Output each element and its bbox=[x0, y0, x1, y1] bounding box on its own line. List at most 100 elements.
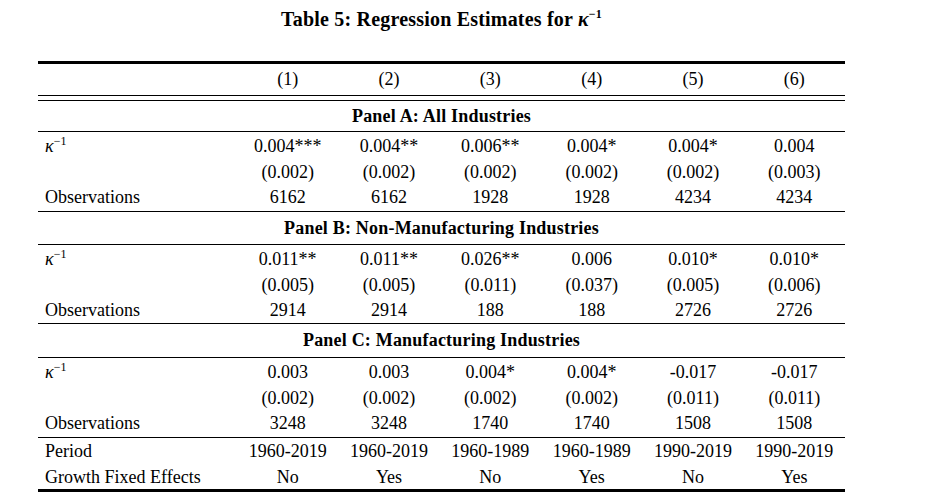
observations-cell: 1740 bbox=[440, 413, 541, 434]
observations-cell: 1928 bbox=[440, 187, 541, 208]
caption-text: Table 5: Regression Estimates for bbox=[281, 8, 578, 30]
observations-cell: 3248 bbox=[237, 413, 338, 434]
period-cell: 1960-1989 bbox=[541, 441, 642, 462]
period-cell: 1960-2019 bbox=[237, 441, 338, 462]
column-header-2: (2) bbox=[338, 69, 439, 90]
coefficient-cell: 0.006** bbox=[440, 136, 541, 157]
observations-cell: 4234 bbox=[744, 187, 845, 208]
stderr-cell: (0.002) bbox=[440, 162, 541, 183]
rule-bottom bbox=[38, 489, 845, 492]
panel-b-observations-row: Observations 2914 2914 188 188 2726 2726 bbox=[38, 297, 845, 323]
panel-b-title: Panel B: Non-Manufacturing Industries bbox=[38, 212, 845, 244]
observations-cell: 6162 bbox=[237, 187, 338, 208]
column-header-5: (5) bbox=[642, 69, 743, 90]
observations-cell: 6162 bbox=[338, 187, 439, 208]
observations-cell: 4234 bbox=[642, 187, 743, 208]
coefficient-cell: 0.003 bbox=[338, 362, 439, 383]
coefficient-cell: 0.010* bbox=[744, 249, 845, 270]
caption-kappa-symbol: κ bbox=[578, 8, 589, 30]
observations-cell: 3248 bbox=[338, 413, 439, 434]
coefficient-cell: 0.010* bbox=[642, 249, 743, 270]
stderr-cell: (0.011) bbox=[744, 388, 845, 409]
observations-cell: 188 bbox=[440, 300, 541, 321]
stderr-cell: (0.002) bbox=[541, 388, 642, 409]
panel-c-observations-row: Observations 3248 3248 1740 1740 1508 15… bbox=[38, 410, 845, 437]
growth-fixed-effects-cell: Yes bbox=[744, 467, 845, 488]
growth-fixed-effects-row: Growth Fixed Effects No Yes No Yes No Ye… bbox=[38, 465, 845, 489]
growth-fixed-effects-cell: No bbox=[237, 467, 338, 488]
panel-a-stderr-row: (0.002) (0.002) (0.002) (0.002) (0.002) … bbox=[38, 160, 845, 184]
observations-cell: 1928 bbox=[541, 187, 642, 208]
kappa-row-label: κ−1 bbox=[38, 136, 237, 157]
regression-table: (1) (2) (3) (4) (5) (6) Panel A: All Ind… bbox=[38, 61, 845, 492]
coefficient-cell: 0.003 bbox=[237, 362, 338, 383]
column-header-3: (3) bbox=[440, 69, 541, 90]
coefficient-cell: 0.011** bbox=[237, 249, 338, 270]
growth-fixed-effects-cell: No bbox=[440, 467, 541, 488]
panel-a-coefficient-row: κ−1 0.004*** 0.004** 0.006** 0.004* 0.00… bbox=[38, 132, 845, 160]
stderr-cell: (0.006) bbox=[744, 275, 845, 296]
observations-row-label: Observations bbox=[38, 300, 237, 321]
stderr-cell: (0.003) bbox=[744, 162, 845, 183]
kappa-symbol: κ bbox=[45, 362, 54, 382]
coefficient-cell: 0.004* bbox=[541, 362, 642, 383]
panel-c-stderr-row: (0.002) (0.002) (0.002) (0.002) (0.011) … bbox=[38, 386, 845, 410]
stderr-cell: (0.002) bbox=[338, 162, 439, 183]
panel-c-title: Panel C: Manufacturing Industries bbox=[38, 324, 845, 357]
table-caption: Table 5: Regression Estimates for κ−1 bbox=[38, 8, 845, 31]
observations-cell: 2914 bbox=[338, 300, 439, 321]
coefficient-cell: 0.004 bbox=[744, 136, 845, 157]
coefficient-cell: 0.026** bbox=[440, 249, 541, 270]
kappa-exponent: −1 bbox=[54, 134, 67, 148]
stderr-cell: (0.005) bbox=[338, 275, 439, 296]
column-header-1: (1) bbox=[237, 69, 338, 90]
observations-cell: 2726 bbox=[642, 300, 743, 321]
observations-row-label: Observations bbox=[38, 187, 237, 208]
column-header-6: (6) bbox=[744, 69, 845, 90]
paper-page: Table 5: Regression Estimates for κ−1 (1… bbox=[0, 0, 925, 500]
coefficient-cell: 0.004* bbox=[541, 136, 642, 157]
growth-fixed-effects-cell: Yes bbox=[541, 467, 642, 488]
observations-cell: 2914 bbox=[237, 300, 338, 321]
period-row: Period 1960-2019 1960-2019 1960-1989 196… bbox=[38, 438, 845, 465]
panel-a-title: Panel A: All Industries bbox=[38, 101, 845, 131]
period-cell: 1960-2019 bbox=[338, 441, 439, 462]
growth-fixed-effects-cell: No bbox=[642, 467, 743, 488]
observations-cell: 1740 bbox=[541, 413, 642, 434]
observations-cell: 2726 bbox=[744, 300, 845, 321]
observations-cell: 188 bbox=[541, 300, 642, 321]
growth-fixed-effects-row-label: Growth Fixed Effects bbox=[38, 467, 237, 488]
column-header-4: (4) bbox=[541, 69, 642, 90]
growth-fixed-effects-cell: Yes bbox=[338, 467, 439, 488]
period-row-label: Period bbox=[38, 441, 237, 462]
stderr-cell: (0.005) bbox=[237, 275, 338, 296]
stderr-cell: (0.002) bbox=[541, 162, 642, 183]
panel-b-stderr-row: (0.005) (0.005) (0.011) (0.037) (0.005) … bbox=[38, 273, 845, 297]
stderr-cell: (0.002) bbox=[642, 162, 743, 183]
kappa-exponent: −1 bbox=[54, 360, 67, 374]
caption-kappa-exponent: −1 bbox=[589, 7, 602, 21]
period-cell: 1990-2019 bbox=[642, 441, 743, 462]
stderr-cell: (0.002) bbox=[338, 388, 439, 409]
stderr-cell: (0.011) bbox=[642, 388, 743, 409]
period-cell: 1990-2019 bbox=[744, 441, 845, 462]
coefficient-cell: 0.011** bbox=[338, 249, 439, 270]
kappa-row-label: κ−1 bbox=[38, 249, 237, 270]
stderr-cell: (0.037) bbox=[541, 275, 642, 296]
panel-a-observations-row: Observations 6162 6162 1928 1928 4234 42… bbox=[38, 184, 845, 211]
coefficient-cell: 0.004** bbox=[338, 136, 439, 157]
coefficient-cell: 0.004* bbox=[642, 136, 743, 157]
coefficient-cell: -0.017 bbox=[642, 362, 743, 383]
stderr-cell: (0.002) bbox=[440, 388, 541, 409]
kappa-row-label: κ−1 bbox=[38, 362, 237, 383]
observations-cell: 1508 bbox=[744, 413, 845, 434]
coefficient-cell: -0.017 bbox=[744, 362, 845, 383]
kappa-symbol: κ bbox=[45, 249, 54, 269]
panel-b-coefficient-row: κ−1 0.011** 0.011** 0.026** 0.006 0.010*… bbox=[38, 245, 845, 273]
stderr-cell: (0.002) bbox=[237, 162, 338, 183]
observations-row-label: Observations bbox=[38, 413, 237, 434]
coefficient-cell: 0.004*** bbox=[237, 136, 338, 157]
stderr-cell: (0.002) bbox=[237, 388, 338, 409]
stderr-cell: (0.005) bbox=[642, 275, 743, 296]
coefficient-cell: 0.004* bbox=[440, 362, 541, 383]
